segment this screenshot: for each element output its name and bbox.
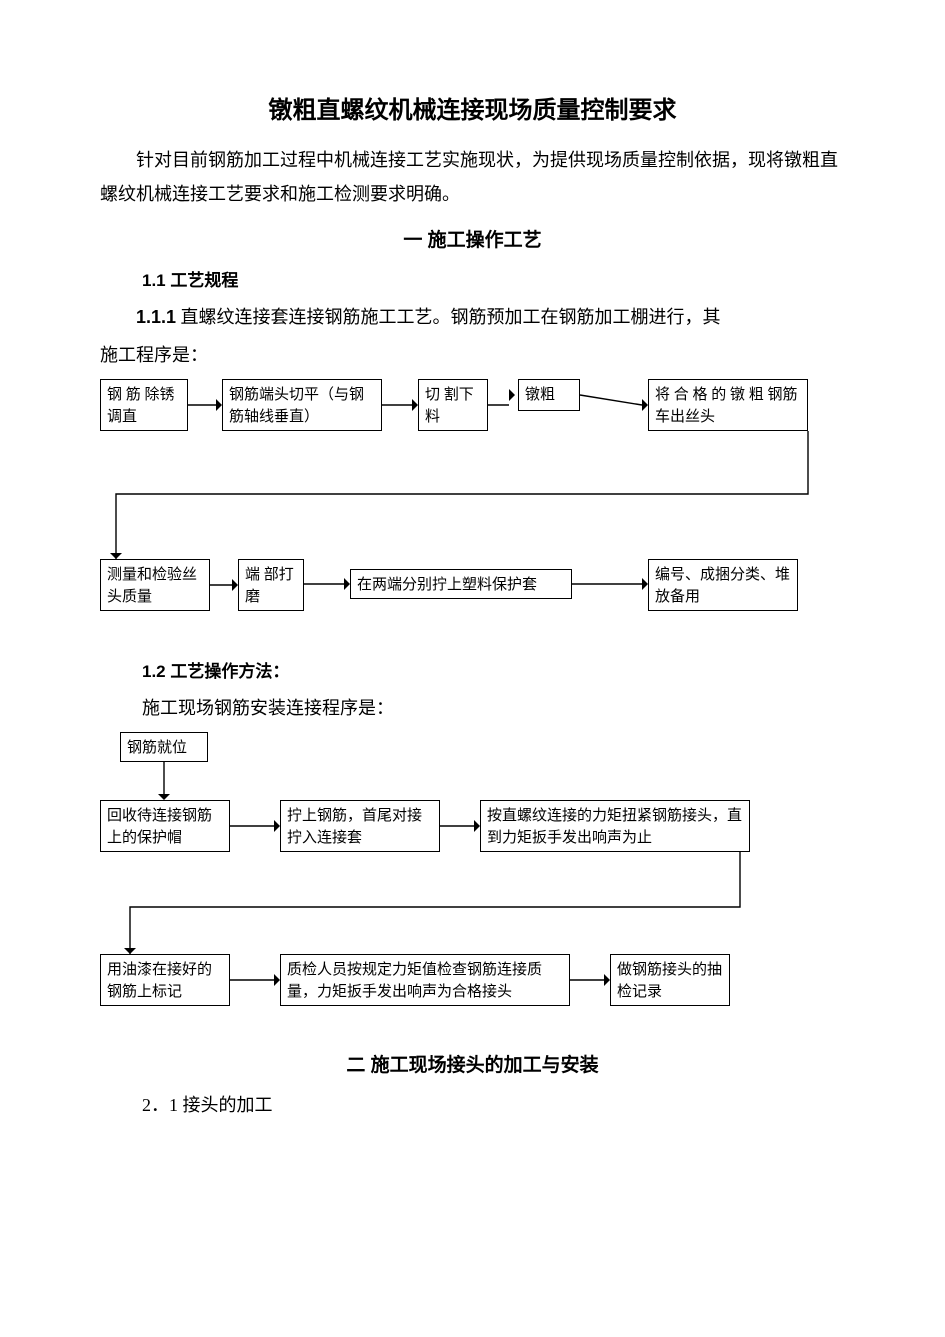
- install-intro: 施工现场钢筋安装连接程序是：: [142, 692, 845, 724]
- section-2-heading: 二 施工现场接头的加工与安装: [100, 1050, 845, 1077]
- flow-node-m3: 拧上钢筋，首尾对接拧入连接套: [280, 800, 440, 852]
- flow-node-n2: 钢筋端头切平（与钢筋轴线垂直）: [222, 379, 382, 431]
- flow-node-n8: 在两端分别拧上塑料保护套: [350, 569, 572, 599]
- flow-node-m7: 做钢筋接头的抽检记录: [610, 954, 730, 1006]
- flowchart-1: 钢 筋 除锈调直钢筋端头切平（与钢筋轴线垂直） 切 割下 料镦粗 将 合 格 的 镦…: [100, 379, 845, 639]
- page: 镦粗直螺纹机械连接现场质量控制要求 针对目前钢筋加工过程中机械连接工艺实施现状，…: [0, 0, 945, 1337]
- flow-node-m6: 质检人员按规定力矩值检查钢筋连接质量，力矩扳手发出响声为合格接头: [280, 954, 570, 1006]
- flowchart-2: 钢筋就位回收待连接钢筋上的保护帽拧上钢筋，首尾对接拧入连接套按直螺纹连接的力矩扭…: [100, 732, 845, 1032]
- subheading-1-2: 1.2 工艺操作方法：: [142, 657, 845, 682]
- intro-paragraph: 针对目前钢筋加工过程中机械连接工艺实施现状，为提供现场质量控制依据，现将镦粗直螺…: [100, 143, 845, 211]
- doc-title: 镦粗直螺纹机械连接现场质量控制要求: [100, 90, 845, 125]
- text-1-1-1-line1: 1.1.1 直螺纹连接套连接钢筋施工工艺。钢筋预加工在钢筋加工棚进行，其: [100, 301, 845, 333]
- flow-node-m2: 回收待连接钢筋上的保护帽: [100, 800, 230, 852]
- flow-node-m4: 按直螺纹连接的力矩扭紧钢筋接头，直到力矩扳手发出响声为止: [480, 800, 750, 852]
- text-1-1-1-a: 直螺纹连接套连接钢筋施工工艺。钢筋预加工在钢筋加工棚进行，其: [181, 307, 721, 327]
- flow-node-n7: 端 部打 磨: [238, 559, 304, 611]
- flow-node-n5: 将 合 格 的 镦 粗 钢筋车出丝头: [648, 379, 808, 431]
- flow-node-n3: 切 割下 料: [418, 379, 488, 431]
- flow-node-n1: 钢 筋 除锈调直: [100, 379, 188, 431]
- subheading-1-1: 1.1 工艺规程: [142, 266, 845, 291]
- flow-node-n9: 编号、成捆分类、堆放备用: [648, 559, 798, 611]
- subheading-2-1: 2．1 接头的加工: [142, 1091, 845, 1117]
- text-1-1-1-line2: 施工程序是：: [100, 339, 845, 371]
- flow-node-m5: 用油漆在接好的钢筋上标记: [100, 954, 230, 1006]
- flow-node-n6: 测量和检验丝头质量: [100, 559, 210, 611]
- section-1-heading: 一 施工操作工艺: [100, 225, 845, 252]
- flow-node-n4: 镦粗: [518, 379, 580, 411]
- flow-node-m1: 钢筋就位: [120, 732, 208, 762]
